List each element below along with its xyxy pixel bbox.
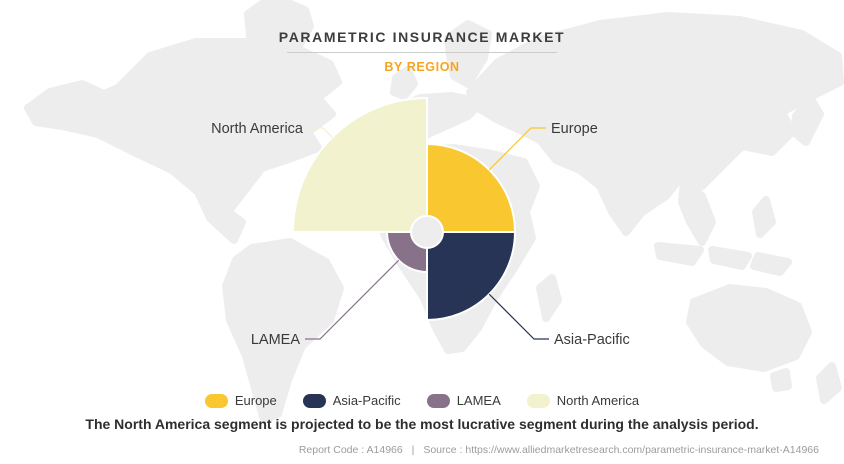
- map-madagascar: [536, 274, 562, 322]
- slice-label-lamea: LAMEA: [251, 332, 300, 348]
- legend-swatch-lamea: [426, 393, 450, 408]
- label-line-asia-pacific: [488, 293, 549, 340]
- legend-swatch-asia-pacific: [302, 393, 326, 408]
- slice-label-europe: Europe: [551, 121, 598, 137]
- map-japan: [790, 94, 824, 146]
- legend-item-lamea[interactable]: LAMEA: [426, 393, 501, 408]
- title-divider: [287, 52, 557, 53]
- map-indonesia: [654, 242, 792, 276]
- map-se-asia: [678, 178, 716, 246]
- legend-swatch-europe: [204, 393, 228, 408]
- label-line-europe: [488, 127, 546, 171]
- page-title: PARAMETRIC INSURANCE MARKET: [278, 29, 566, 45]
- footer-source-url: Source : https://www.alliedmarketresearc…: [423, 444, 819, 456]
- map-uk: [390, 66, 418, 100]
- map-south-america: [222, 238, 344, 424]
- chart-header: PARAMETRIC INSURANCE MARKET BY REGION: [0, 29, 844, 74]
- legend-label-north-america: North America: [556, 393, 640, 408]
- map-australia: [686, 284, 812, 372]
- slice-label-asia-pacific: Asia-Pacific: [554, 332, 630, 348]
- page-subtitle: BY REGION: [384, 60, 460, 74]
- legend-label-asia-pacific: Asia-Pacific: [332, 393, 401, 408]
- footer: Report Code : A14966 | Source : https://…: [0, 444, 844, 456]
- map-tasmania: [770, 368, 792, 392]
- label-line-north-america: [308, 127, 333, 138]
- pie-slice-europe[interactable]: [426, 143, 516, 233]
- map-north-america: [24, 38, 342, 244]
- map-scandinavia: [444, 20, 492, 88]
- legend-item-north-america[interactable]: North America: [526, 393, 640, 408]
- pie-slice-north-america[interactable]: [292, 97, 428, 233]
- legend-label-lamea: LAMEA: [456, 393, 501, 408]
- legend-item-europe[interactable]: Europe: [204, 393, 277, 408]
- footer-separator: |: [411, 444, 415, 456]
- map-new-zealand: [816, 362, 842, 404]
- insight-statement: The North America segment is projected t…: [85, 416, 759, 432]
- legend-item-asia-pacific[interactable]: Asia-Pacific: [302, 393, 401, 408]
- report-code: Report Code : A14966: [298, 444, 403, 456]
- map-philippines: [752, 196, 776, 238]
- map-asia: [466, 12, 844, 236]
- label-line-lamea: [305, 259, 400, 340]
- slice-label-north-america: North America: [211, 121, 304, 137]
- legend-swatch-north-america: [526, 393, 550, 408]
- chart-legend: Europe Asia-Pacific LAMEA North America: [0, 393, 844, 408]
- pie-slice-asia-pacific[interactable]: [426, 231, 516, 321]
- legend-label-europe: Europe: [234, 393, 277, 408]
